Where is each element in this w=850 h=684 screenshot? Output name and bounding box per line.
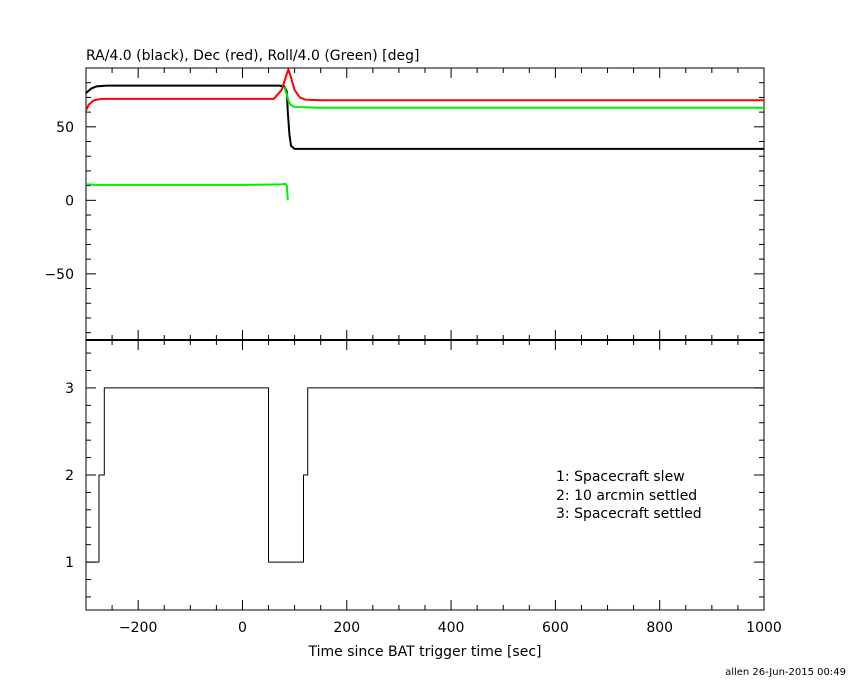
upper-series-line-3 (283, 86, 764, 109)
legend-entry-3: 3: Spacecraft settled (556, 506, 702, 522)
upper-y-tick-label: 0 (65, 193, 74, 209)
upper-series-line-0 (85, 84, 764, 150)
x-tick-label: 1000 (746, 620, 782, 636)
upper-y-tick-label: −50 (44, 267, 74, 283)
legend: 1: Spacecraft slew 2: 10 arcmin settled … (556, 469, 702, 522)
lower-y-tick-label: 3 (65, 381, 74, 397)
lower-panel: 1 2 3 −200 0 200 400 600 800 1000 (65, 339, 782, 636)
chart-title: RA/4.0 (black), Dec (red), Roll/4.0 (Gre… (86, 48, 419, 64)
upper-series-line-2 (85, 182, 289, 201)
upper-panel: −50 0 50 (44, 67, 765, 341)
lower-y-tick-label: 1 (65, 555, 74, 571)
x-tick-label: 0 (238, 620, 247, 636)
upper-plot-frame (85, 67, 765, 341)
x-tick-label: 400 (438, 620, 465, 636)
x-tick-label: 600 (542, 620, 569, 636)
lower-y-tick-label: 2 (65, 468, 74, 484)
footer-credit: allen 26-Jun-2015 00:49 (725, 667, 846, 678)
legend-entry-2: 2: 10 arcmin settled (556, 488, 697, 504)
x-tick-label: 800 (646, 620, 673, 636)
x-tick-label: 200 (333, 620, 360, 636)
upper-y-tick-label: 50 (56, 120, 74, 136)
legend-entry-1: 1: Spacecraft slew (556, 469, 685, 485)
x-tick-label: −200 (119, 620, 157, 636)
upper-series-line-1 (85, 68, 764, 112)
x-axis-label: Time since BAT trigger time [sec] (308, 644, 542, 660)
lower-series-line-0 (86, 387, 764, 563)
